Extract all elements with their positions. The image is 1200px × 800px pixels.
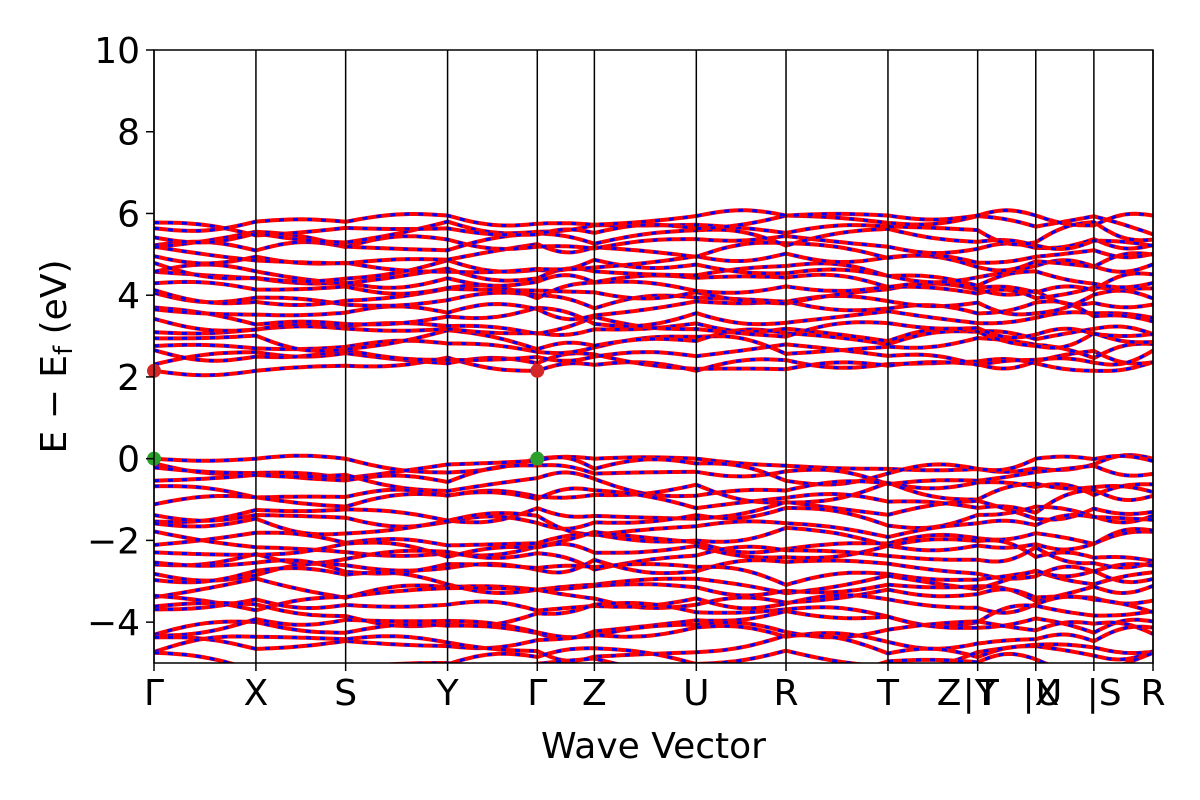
x-tick-label-2: S [334,673,357,714]
x-tick-label-11: T [976,673,1000,714]
y-tick-label-3: 4 [117,276,140,317]
x-tick-label-9: Z [937,673,962,714]
x-tick-label-13: U [1036,673,1062,714]
x-tick-label-5: Z [582,673,607,714]
x-tick-label-6: U [683,673,709,714]
x-axis-title: Wave Vector [541,726,766,767]
x-tick-label-15: R [1140,673,1165,714]
x-tick-label-12: |X [1022,673,1059,714]
y-tick-label-1: 8 [117,113,140,154]
y-tick-label-4: 2 [117,358,140,399]
band-line-spin-up-46 [430,642,1153,663]
y-axis-title: E − Ef (eV) [34,259,79,453]
band-line-spin-up-26 [154,480,1153,505]
plot-frame [153,49,1154,664]
x-tick-label-14: |S [1087,673,1122,714]
y-axis-ticks: 10 8 6 4 2 0 −2 −4 [87,31,154,644]
x-tick-label-4: Γ [527,673,547,714]
x-tick-label-8: T [876,673,900,714]
y-tick-label-6: −2 [87,521,140,562]
x-tick-label-0: Γ [144,673,164,714]
bands-layer [154,208,1153,663]
y-tick-label-0: 10 [94,31,140,72]
vbm-marker-3 [530,451,545,466]
y-tick-label-5: 0 [117,440,140,481]
y-tick-label-7: −4 [87,603,140,644]
cbm-marker-1 [530,363,545,378]
x-axis-ticks: Γ X S Y Γ Z U R T Z |YT |XU |S R [144,663,1166,714]
x-tick-label-7: R [774,673,799,714]
x-tick-label-1: X [244,673,269,714]
y-axis-title-main: E − E [34,355,75,454]
y-tick-label-2: 6 [117,194,140,235]
x-tick-label-3: Y [436,673,460,714]
y-axis-title-subscript: f [49,345,79,355]
x-tick-label-10: |Y [963,673,998,714]
y-axis-title-unit: (eV) [34,259,75,345]
